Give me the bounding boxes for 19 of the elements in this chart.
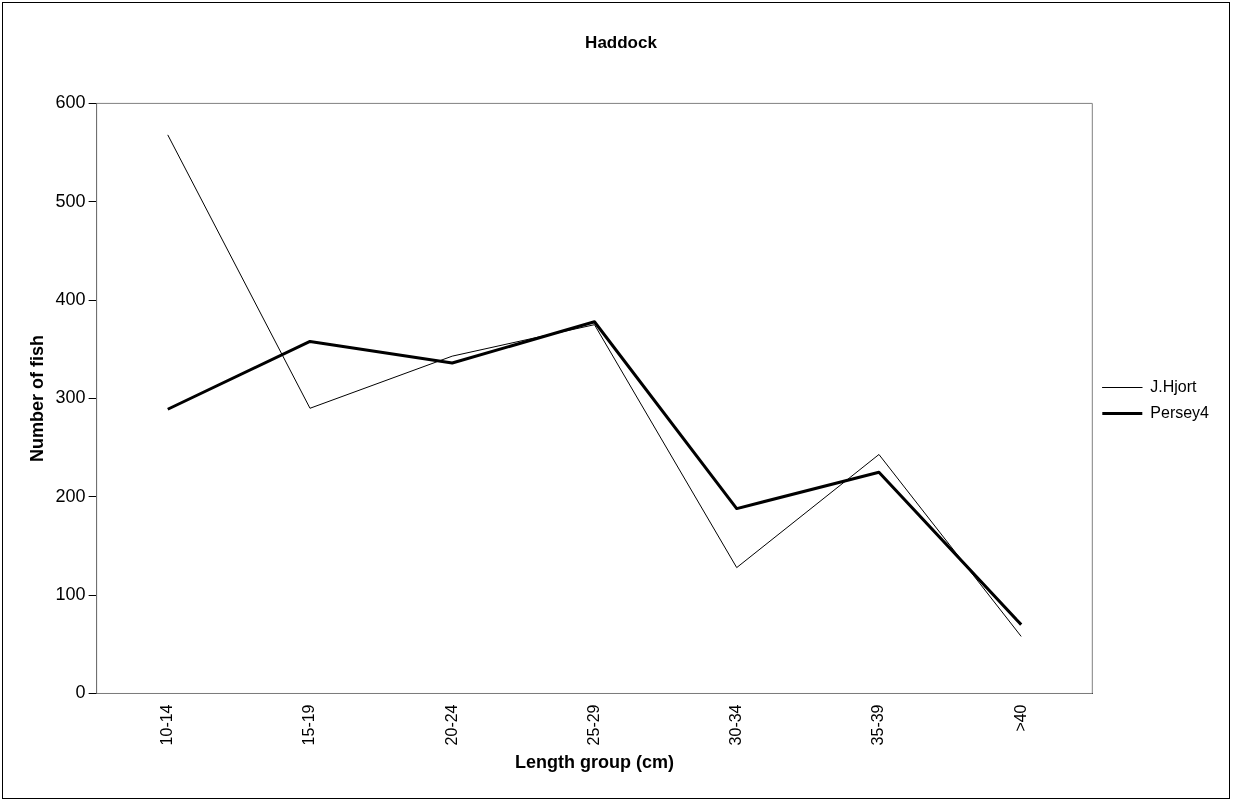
x-axis-title: Length group (cm) (514, 752, 674, 773)
y-tick-label: 300 (55, 387, 86, 408)
y-axis-title: Number of fish (26, 334, 47, 462)
legend-label: Persey4 (1150, 403, 1210, 421)
legend-label: J.Hjort (1150, 377, 1198, 395)
x-tick-label: 20-24 (442, 704, 460, 746)
y-tick-label: 0 (75, 682, 86, 703)
y-tick-label: 400 (55, 289, 86, 310)
x-tick-label: 10-14 (158, 704, 176, 746)
x-tick-label: >40 (1011, 704, 1029, 732)
x-tick-label: 25-29 (584, 704, 602, 746)
chart-title: Haddock (585, 32, 658, 52)
y-tick-label: 600 (55, 92, 86, 113)
x-tick-label: 35-39 (869, 704, 887, 746)
y-tick-label: 200 (55, 485, 86, 506)
y-tick-label: 500 (55, 190, 86, 211)
y-tick-label: 100 (55, 584, 86, 605)
x-tick-label: 30-34 (727, 704, 745, 746)
x-tick-label: 15-19 (300, 704, 318, 746)
